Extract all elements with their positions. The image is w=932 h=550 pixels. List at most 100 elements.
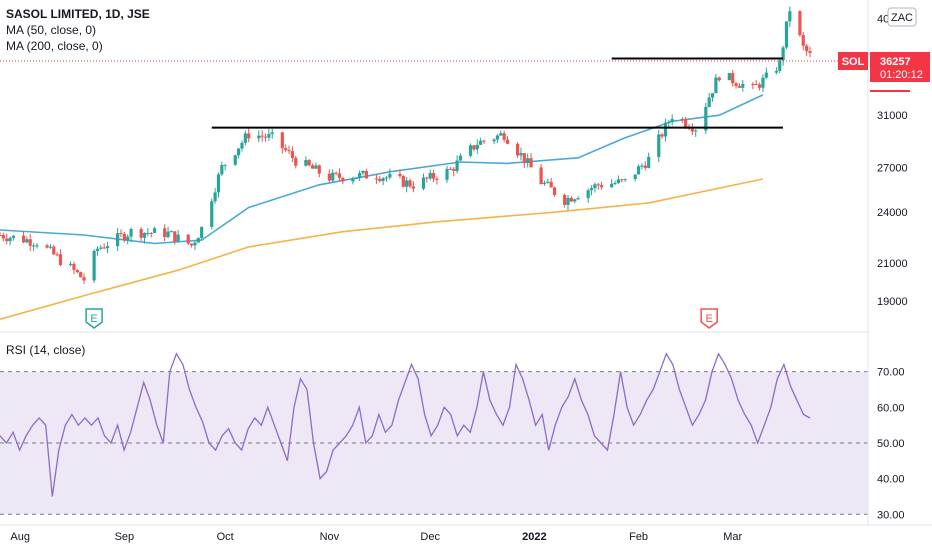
candle-body <box>129 228 133 237</box>
candle-body <box>146 232 150 234</box>
candle-body <box>670 118 674 123</box>
symbol-tag[interactable] <box>838 52 868 70</box>
candle-body <box>781 47 785 61</box>
candle-body <box>173 231 177 242</box>
candle-body <box>327 173 331 181</box>
candle-body <box>801 35 805 46</box>
candle-body <box>310 165 315 169</box>
candle-body <box>223 164 227 166</box>
candle-body <box>647 156 651 168</box>
candle-body <box>5 238 9 242</box>
ma200-label: MA (200, close, 0) <box>6 39 103 53</box>
candle-body <box>334 172 338 174</box>
candle-body <box>99 247 103 249</box>
candle-body <box>247 133 251 139</box>
candle-body <box>707 97 711 107</box>
chart-title: SASOL LIMITED, 1D, JSE <box>6 7 150 21</box>
time-tick-label: Nov <box>320 531 340 543</box>
candle-body <box>408 180 412 187</box>
candle-body <box>149 232 153 234</box>
rsi-line[interactable] <box>0 352 811 497</box>
candle-body <box>425 177 429 179</box>
candle-body <box>573 199 577 202</box>
candle-body <box>798 11 802 36</box>
earnings-marker[interactable]: E <box>85 308 103 329</box>
candle-body <box>623 178 627 180</box>
candle-body <box>774 70 778 73</box>
candle-body <box>596 184 600 186</box>
candle-body <box>468 145 473 156</box>
earnings-marker-label: E <box>90 313 97 325</box>
ma50-line <box>0 94 764 245</box>
candle-body <box>808 51 812 53</box>
rsi-guides <box>0 371 868 515</box>
candle-body <box>21 235 26 243</box>
time-axis[interactable]: Aug Sep Oct Nov Dec 2022 Feb Mar <box>10 531 742 543</box>
rsi-path <box>0 352 811 497</box>
candle-body <box>105 246 110 249</box>
candle-body <box>210 201 214 227</box>
currency-badge[interactable] <box>887 7 917 27</box>
candle-body <box>32 245 36 247</box>
earnings-marker[interactable]: E <box>700 308 718 329</box>
candle-body <box>452 169 456 171</box>
ma50-label: MA (50, close, 0) <box>6 23 97 37</box>
candle-body <box>142 232 147 238</box>
candle-body <box>566 197 570 205</box>
candle-body <box>216 174 221 193</box>
rsi-tick-label: 30.00 <box>877 509 905 521</box>
candle-body <box>233 155 237 165</box>
candle-body <box>522 153 526 164</box>
ma200-path <box>0 178 764 320</box>
candle-body <box>552 187 557 195</box>
earnings-marker-shape <box>85 308 103 329</box>
candle-body <box>684 119 688 127</box>
rsi-axis[interactable]: 30.00 40.00 50.00 60.00 70.00 <box>877 367 905 522</box>
candle-body <box>593 184 597 189</box>
candle-body <box>388 173 392 178</box>
candle-body <box>260 135 264 137</box>
price-tag[interactable] <box>870 52 930 82</box>
candle-body <box>539 167 543 185</box>
candle-body <box>163 228 167 238</box>
candle-body <box>243 133 247 143</box>
candle-body <box>331 172 335 181</box>
price-tag-value: 36257 <box>880 56 911 68</box>
price-tick-label: 24000 <box>877 207 908 219</box>
candle-body <box>213 192 217 202</box>
candle-body <box>633 174 637 179</box>
candle-body <box>640 165 644 167</box>
candle-body <box>660 134 664 137</box>
candle-body <box>384 177 389 179</box>
candle-body <box>186 234 190 244</box>
candle-body <box>526 158 530 164</box>
candle-body <box>546 181 550 183</box>
candlestick-series[interactable] <box>0 6 812 285</box>
candle-body <box>405 180 409 187</box>
candle-body <box>267 134 271 138</box>
candle-body <box>435 178 439 180</box>
price-tick-label: 21000 <box>877 258 908 270</box>
candle-body <box>805 45 809 52</box>
candle-body <box>79 272 83 278</box>
candle-body <box>788 11 792 22</box>
candle-body <box>754 84 758 86</box>
candle-body <box>307 160 311 166</box>
candle-body <box>499 133 503 136</box>
candle-body <box>515 143 520 156</box>
candle-body <box>610 183 614 188</box>
candle-body <box>139 228 143 238</box>
candle-body <box>257 135 261 139</box>
candle-body <box>11 235 16 238</box>
candle-body <box>354 177 358 179</box>
candle-body <box>717 77 721 81</box>
support-resistance-lines[interactable] <box>211 57 783 129</box>
symbol-tag-label: SOL <box>842 56 865 68</box>
candle-body <box>761 77 765 88</box>
candle-body <box>431 172 436 179</box>
price-tag-countdown: 01:20:12 <box>880 69 923 81</box>
candle-body <box>737 85 742 88</box>
time-tick-label: Sep <box>115 531 135 543</box>
